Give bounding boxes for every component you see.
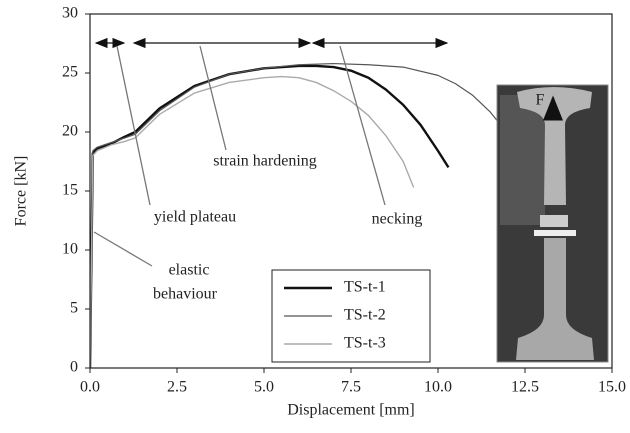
y-tick-label: 15 bbox=[62, 182, 78, 199]
y-tick-label: 0 bbox=[70, 359, 78, 376]
y-tick-label: 10 bbox=[62, 241, 78, 258]
y-tick-label: 30 bbox=[62, 5, 78, 22]
legend-label: TS-t-2 bbox=[344, 307, 386, 324]
x-tick-label: 2.5 bbox=[167, 379, 187, 396]
x-tick-label: 15.0 bbox=[598, 379, 626, 396]
region-arrows bbox=[93, 37, 449, 267]
y-tick-label: 5 bbox=[70, 300, 78, 317]
annotation: F bbox=[536, 92, 545, 109]
annotation: behaviour bbox=[153, 286, 218, 303]
series-line bbox=[90, 75, 415, 368]
specimen-photo bbox=[496, 84, 609, 363]
annotation: yield plateau bbox=[154, 209, 236, 226]
x-tick-label: 0.0 bbox=[80, 379, 100, 396]
legend-label: TS-t-1 bbox=[344, 279, 386, 296]
x-tick-label: 12.5 bbox=[511, 379, 539, 396]
x-axis-label: Displacement [mm] bbox=[287, 402, 415, 419]
legend-label: TS-t-3 bbox=[344, 335, 386, 352]
annotation: necking bbox=[372, 211, 423, 228]
y-axis-label: Force [kN] bbox=[13, 156, 30, 227]
x-tick-label: 5.0 bbox=[254, 379, 274, 396]
x-tick-label: 7.5 bbox=[341, 379, 361, 396]
y-tick-label: 20 bbox=[62, 123, 78, 140]
annotation: elastic bbox=[169, 262, 210, 279]
x-tick-label: 10.0 bbox=[424, 379, 452, 396]
series-line bbox=[90, 62, 502, 368]
y-tick-label: 25 bbox=[62, 64, 78, 81]
annotation: strain hardening bbox=[213, 153, 317, 170]
